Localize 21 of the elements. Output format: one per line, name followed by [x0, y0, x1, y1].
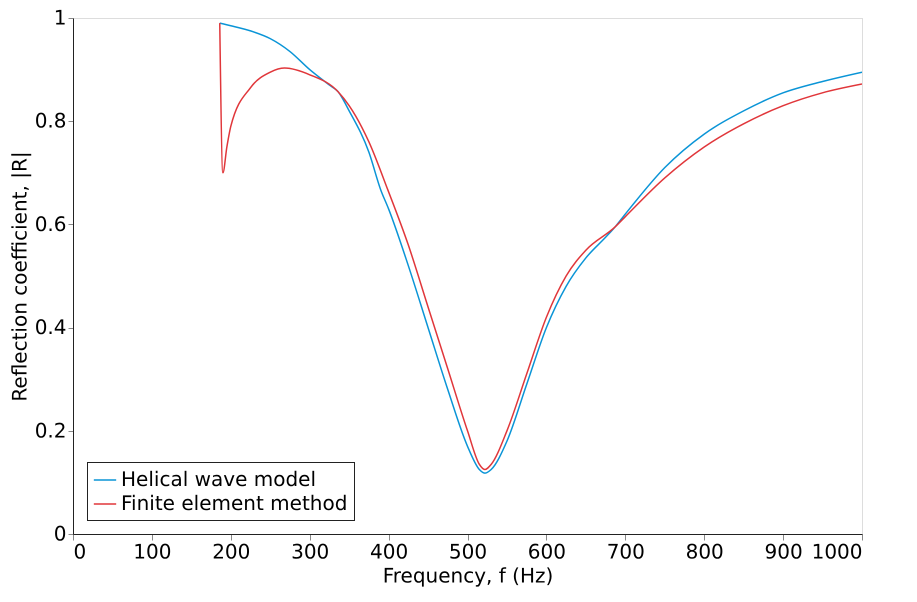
- y-tick-label: 0.8: [34, 108, 66, 133]
- x-tick-label: 300: [291, 540, 330, 564]
- x-tick-label: 400: [370, 540, 408, 564]
- x-tick-label: 700: [606, 540, 645, 564]
- x-tick-label: 1000: [812, 540, 862, 564]
- y-tick-label: 0.2: [34, 418, 66, 442]
- y-tick-label: 0.6: [34, 212, 66, 236]
- x-tick-label: 100: [133, 540, 172, 564]
- y-axis-title: Reflection coefficient, |R|: [8, 151, 32, 402]
- x-tick-label: 0: [74, 540, 86, 564]
- x-tick-label: 900: [764, 540, 803, 564]
- y-tick-label: 0.4: [34, 315, 66, 340]
- x-axis-title: Frequency, f (Hz): [382, 564, 554, 588]
- y-tick-label: 0: [54, 522, 66, 546]
- x-tick-label: 800: [686, 540, 724, 564]
- y-tick-label: 1: [54, 6, 66, 30]
- x-tick-label: 200: [212, 540, 250, 564]
- legend-label: Finite element method: [121, 491, 348, 515]
- x-tick-label: 500: [448, 540, 488, 564]
- x-tick-label: 600: [528, 540, 566, 564]
- legend-label: Helical wave model: [121, 467, 316, 491]
